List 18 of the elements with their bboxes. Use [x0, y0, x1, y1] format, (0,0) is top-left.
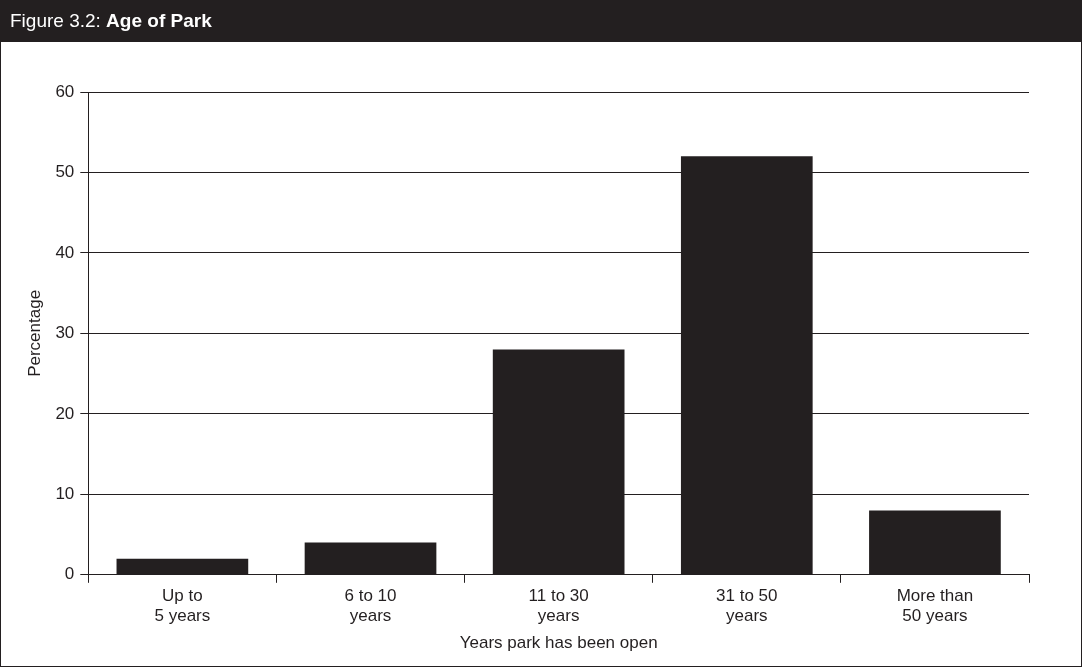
x-tick-label: More than 50 years [896, 585, 974, 626]
x-axis-title: Years park has been open [459, 633, 658, 653]
x-tick-label: 31 to 50 years [716, 585, 778, 626]
x-tick-label: Up to 5 years [154, 585, 211, 626]
y-tick-label: 0 [64, 564, 75, 584]
y-tick-label: 40 [55, 242, 75, 262]
bar [304, 542, 437, 575]
y-tick-label: 60 [55, 81, 75, 101]
y-axis-title: Percentage [24, 289, 44, 377]
x-tick-label: 6 to 10 years [344, 585, 397, 626]
y-tick-label: 50 [55, 162, 75, 182]
chart-title: Figure 3.2: Age of Park [0, 0, 1082, 42]
y-tick-label: 10 [55, 484, 75, 504]
bar [116, 558, 249, 575]
y-tick-label: 20 [55, 403, 75, 423]
x-tick-label: 11 to 30 years [528, 585, 589, 626]
y-tick-label: 30 [55, 323, 75, 343]
bar [869, 510, 1001, 575]
